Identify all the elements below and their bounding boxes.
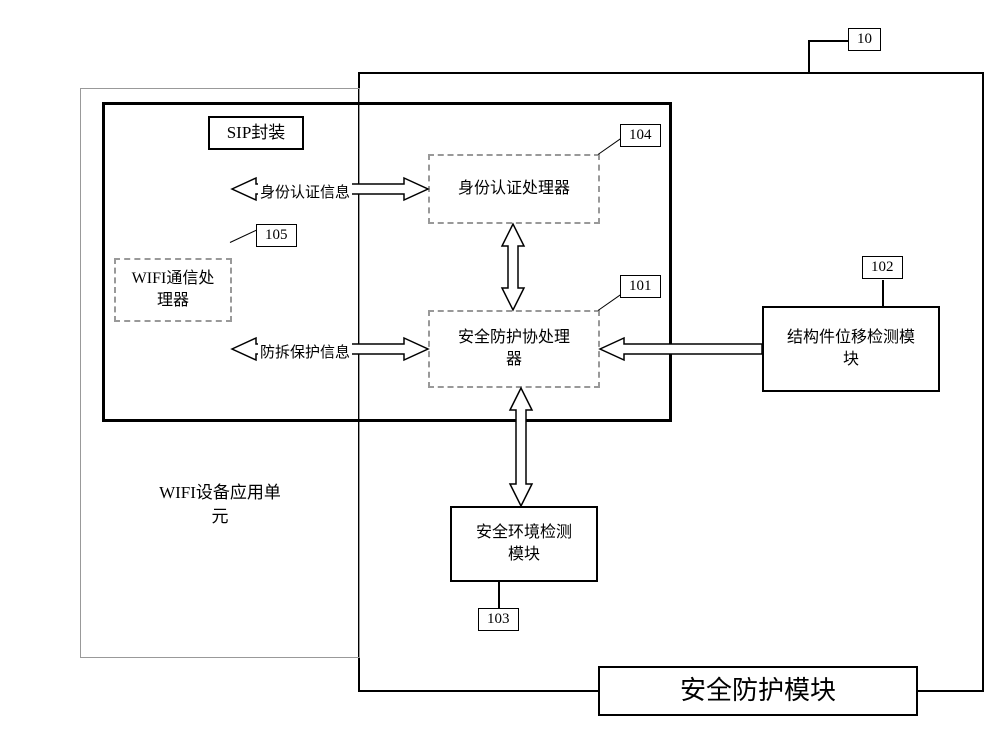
ref-10-leader-v	[808, 40, 810, 72]
arrow-coproc-env	[508, 388, 534, 506]
arrow-tamper-info-label: 防拆保护信息	[258, 341, 352, 362]
wifi-app-unit-label: WIFI设备应用单 元	[80, 480, 360, 530]
ref-10-label: 10	[848, 28, 881, 51]
displacement-detect-module: 结构件位移检测模 块	[762, 306, 940, 392]
ref-103-label: 103	[478, 608, 519, 631]
arrow-auth-info-label: 身份认证信息	[258, 181, 352, 202]
safety-module-title: 安全防护模块	[598, 666, 918, 716]
ref-104-label: 104	[620, 124, 661, 147]
wifi-comm-processor: WIFI通信处 理器	[114, 258, 232, 322]
ref-102-label: 102	[862, 256, 903, 279]
arrow-auth-coproc	[500, 224, 526, 310]
ref-10-leader-h	[808, 40, 848, 42]
ref-101-label: 101	[620, 275, 661, 298]
safety-coprocessor: 安全防护协处理 器	[428, 310, 600, 388]
env-detect-module: 安全环境检测 模块	[450, 506, 598, 582]
ref-102-leader	[882, 280, 884, 306]
arrow-disp-to-coproc	[600, 336, 762, 362]
sip-label-box: SIP封装	[208, 116, 304, 150]
ref-103-leader	[498, 582, 500, 610]
auth-processor: 身份认证处理器	[428, 154, 600, 224]
diagram-canvas: 10 安全防护模块 WIFI设备应用单 元 SIP封装 WIFI通信处 理器 1…	[20, 20, 1000, 732]
ref-105-label: 105	[256, 224, 297, 247]
